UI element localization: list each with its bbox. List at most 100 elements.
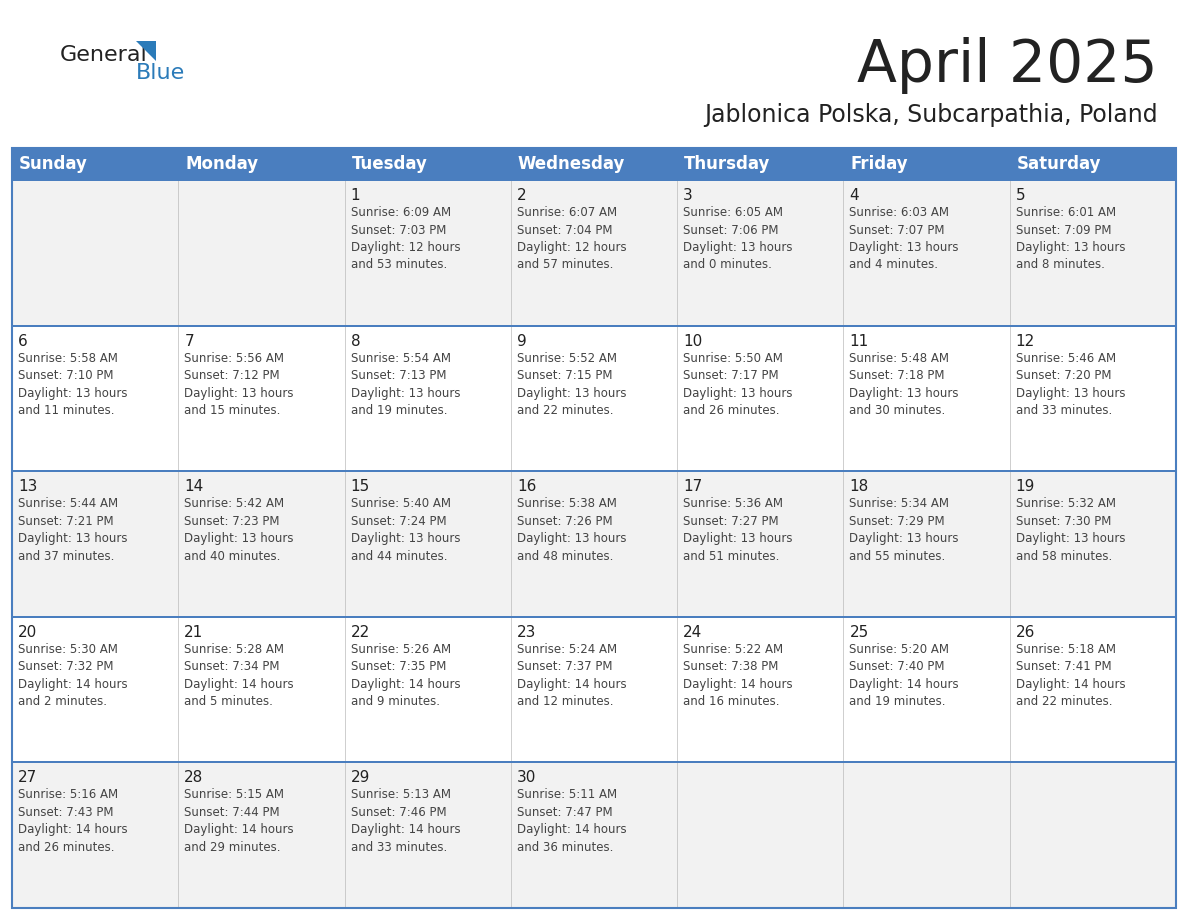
Bar [345,326,511,471]
Bar [345,471,511,617]
Text: Sunrise: 5:50 AM
Sunset: 7:17 PM
Daylight: 13 hours
and 26 minutes.: Sunrise: 5:50 AM Sunset: 7:17 PM Dayligh… [683,352,792,417]
Text: Sunrise: 5:24 AM
Sunset: 7:37 PM
Daylight: 14 hours
and 12 minutes.: Sunrise: 5:24 AM Sunset: 7:37 PM Dayligh… [517,643,626,709]
Text: Sunrise: 5:52 AM
Sunset: 7:15 PM
Daylight: 13 hours
and 22 minutes.: Sunrise: 5:52 AM Sunset: 7:15 PM Dayligh… [517,352,626,417]
Text: Thursday: Thursday [684,155,771,173]
Bar [511,148,677,180]
Text: Sunrise: 5:13 AM
Sunset: 7:46 PM
Daylight: 14 hours
and 33 minutes.: Sunrise: 5:13 AM Sunset: 7:46 PM Dayligh… [350,789,460,854]
Text: Sunrise: 5:16 AM
Sunset: 7:43 PM
Daylight: 14 hours
and 26 minutes.: Sunrise: 5:16 AM Sunset: 7:43 PM Dayligh… [18,789,127,854]
Bar [178,180,345,326]
Text: April 2025: April 2025 [858,37,1158,94]
Text: 21: 21 [184,625,203,640]
Bar [178,763,345,908]
Bar [12,617,178,763]
Text: Sunrise: 5:42 AM
Sunset: 7:23 PM
Daylight: 13 hours
and 40 minutes.: Sunrise: 5:42 AM Sunset: 7:23 PM Dayligh… [184,498,293,563]
Bar [12,180,178,326]
Bar [1010,763,1176,908]
Text: Sunrise: 5:56 AM
Sunset: 7:12 PM
Daylight: 13 hours
and 15 minutes.: Sunrise: 5:56 AM Sunset: 7:12 PM Dayligh… [184,352,293,417]
Text: Sunrise: 5:54 AM
Sunset: 7:13 PM
Daylight: 13 hours
and 19 minutes.: Sunrise: 5:54 AM Sunset: 7:13 PM Dayligh… [350,352,460,417]
Bar [843,180,1010,326]
Text: 22: 22 [350,625,369,640]
Bar [178,471,345,617]
Text: Sunrise: 5:22 AM
Sunset: 7:38 PM
Daylight: 14 hours
and 16 minutes.: Sunrise: 5:22 AM Sunset: 7:38 PM Dayligh… [683,643,792,709]
Bar [178,148,345,180]
Text: Sunday: Sunday [19,155,88,173]
Text: 7: 7 [184,333,194,349]
Bar [677,180,843,326]
Text: 12: 12 [1016,333,1035,349]
Bar [12,763,178,908]
Bar [843,617,1010,763]
Polygon shape [135,41,156,61]
Text: 11: 11 [849,333,868,349]
Text: 6: 6 [18,333,27,349]
Text: 15: 15 [350,479,369,494]
Text: 18: 18 [849,479,868,494]
Text: Sunrise: 5:15 AM
Sunset: 7:44 PM
Daylight: 14 hours
and 29 minutes.: Sunrise: 5:15 AM Sunset: 7:44 PM Dayligh… [184,789,293,854]
Text: Sunrise: 5:30 AM
Sunset: 7:32 PM
Daylight: 14 hours
and 2 minutes.: Sunrise: 5:30 AM Sunset: 7:32 PM Dayligh… [18,643,127,709]
Text: Sunrise: 5:40 AM
Sunset: 7:24 PM
Daylight: 13 hours
and 44 minutes.: Sunrise: 5:40 AM Sunset: 7:24 PM Dayligh… [350,498,460,563]
Bar [345,180,511,326]
Text: 1: 1 [350,188,360,203]
Text: Sunrise: 5:34 AM
Sunset: 7:29 PM
Daylight: 13 hours
and 55 minutes.: Sunrise: 5:34 AM Sunset: 7:29 PM Dayligh… [849,498,959,563]
Text: Sunrise: 5:20 AM
Sunset: 7:40 PM
Daylight: 14 hours
and 19 minutes.: Sunrise: 5:20 AM Sunset: 7:40 PM Dayligh… [849,643,959,709]
Bar [511,471,677,617]
Text: Sunrise: 5:28 AM
Sunset: 7:34 PM
Daylight: 14 hours
and 5 minutes.: Sunrise: 5:28 AM Sunset: 7:34 PM Dayligh… [184,643,293,709]
Text: Sunrise: 5:11 AM
Sunset: 7:47 PM
Daylight: 14 hours
and 36 minutes.: Sunrise: 5:11 AM Sunset: 7:47 PM Dayligh… [517,789,626,854]
Text: Sunrise: 6:03 AM
Sunset: 7:07 PM
Daylight: 13 hours
and 4 minutes.: Sunrise: 6:03 AM Sunset: 7:07 PM Dayligh… [849,206,959,272]
Bar [511,180,677,326]
Text: 19: 19 [1016,479,1035,494]
Text: Wednesday: Wednesday [518,155,625,173]
Bar [345,617,511,763]
Bar [677,763,843,908]
Text: 8: 8 [350,333,360,349]
Text: 2: 2 [517,188,526,203]
Text: Sunrise: 5:44 AM
Sunset: 7:21 PM
Daylight: 13 hours
and 37 minutes.: Sunrise: 5:44 AM Sunset: 7:21 PM Dayligh… [18,498,127,563]
Bar [12,148,178,180]
Bar [1010,617,1176,763]
Text: Sunrise: 6:07 AM
Sunset: 7:04 PM
Daylight: 12 hours
and 57 minutes.: Sunrise: 6:07 AM Sunset: 7:04 PM Dayligh… [517,206,626,272]
Text: 16: 16 [517,479,536,494]
Text: Sunrise: 5:26 AM
Sunset: 7:35 PM
Daylight: 14 hours
and 9 minutes.: Sunrise: 5:26 AM Sunset: 7:35 PM Dayligh… [350,643,460,709]
Bar [345,148,511,180]
Text: 4: 4 [849,188,859,203]
Text: Sunrise: 5:36 AM
Sunset: 7:27 PM
Daylight: 13 hours
and 51 minutes.: Sunrise: 5:36 AM Sunset: 7:27 PM Dayligh… [683,498,792,563]
Text: Blue: Blue [135,63,185,83]
Bar [178,617,345,763]
Text: 13: 13 [18,479,37,494]
Text: 14: 14 [184,479,203,494]
Text: 24: 24 [683,625,702,640]
Bar [1010,326,1176,471]
Bar [677,326,843,471]
Text: General: General [61,45,147,65]
Text: 10: 10 [683,333,702,349]
Text: 25: 25 [849,625,868,640]
Text: 29: 29 [350,770,369,786]
Text: Saturday: Saturday [1017,155,1101,173]
Text: 30: 30 [517,770,536,786]
Text: 27: 27 [18,770,37,786]
Text: Tuesday: Tuesday [352,155,428,173]
Bar [843,471,1010,617]
Bar [1010,148,1176,180]
Text: Sunrise: 5:48 AM
Sunset: 7:18 PM
Daylight: 13 hours
and 30 minutes.: Sunrise: 5:48 AM Sunset: 7:18 PM Dayligh… [849,352,959,417]
Text: 3: 3 [683,188,693,203]
Text: Sunrise: 5:46 AM
Sunset: 7:20 PM
Daylight: 13 hours
and 33 minutes.: Sunrise: 5:46 AM Sunset: 7:20 PM Dayligh… [1016,352,1125,417]
Bar [511,326,677,471]
Text: Sunrise: 6:05 AM
Sunset: 7:06 PM
Daylight: 13 hours
and 0 minutes.: Sunrise: 6:05 AM Sunset: 7:06 PM Dayligh… [683,206,792,272]
Text: 20: 20 [18,625,37,640]
Text: Sunrise: 5:58 AM
Sunset: 7:10 PM
Daylight: 13 hours
and 11 minutes.: Sunrise: 5:58 AM Sunset: 7:10 PM Dayligh… [18,352,127,417]
Bar [677,471,843,617]
Text: Jablonica Polska, Subcarpathia, Poland: Jablonica Polska, Subcarpathia, Poland [704,103,1158,127]
Text: Sunrise: 5:32 AM
Sunset: 7:30 PM
Daylight: 13 hours
and 58 minutes.: Sunrise: 5:32 AM Sunset: 7:30 PM Dayligh… [1016,498,1125,563]
Text: 23: 23 [517,625,536,640]
Bar [1010,471,1176,617]
Text: Sunrise: 6:09 AM
Sunset: 7:03 PM
Daylight: 12 hours
and 53 minutes.: Sunrise: 6:09 AM Sunset: 7:03 PM Dayligh… [350,206,460,272]
Bar [843,326,1010,471]
Bar [12,326,178,471]
Bar [843,148,1010,180]
Bar [178,326,345,471]
Text: 28: 28 [184,770,203,786]
Bar [677,617,843,763]
Text: Monday: Monday [185,155,259,173]
Bar [12,471,178,617]
